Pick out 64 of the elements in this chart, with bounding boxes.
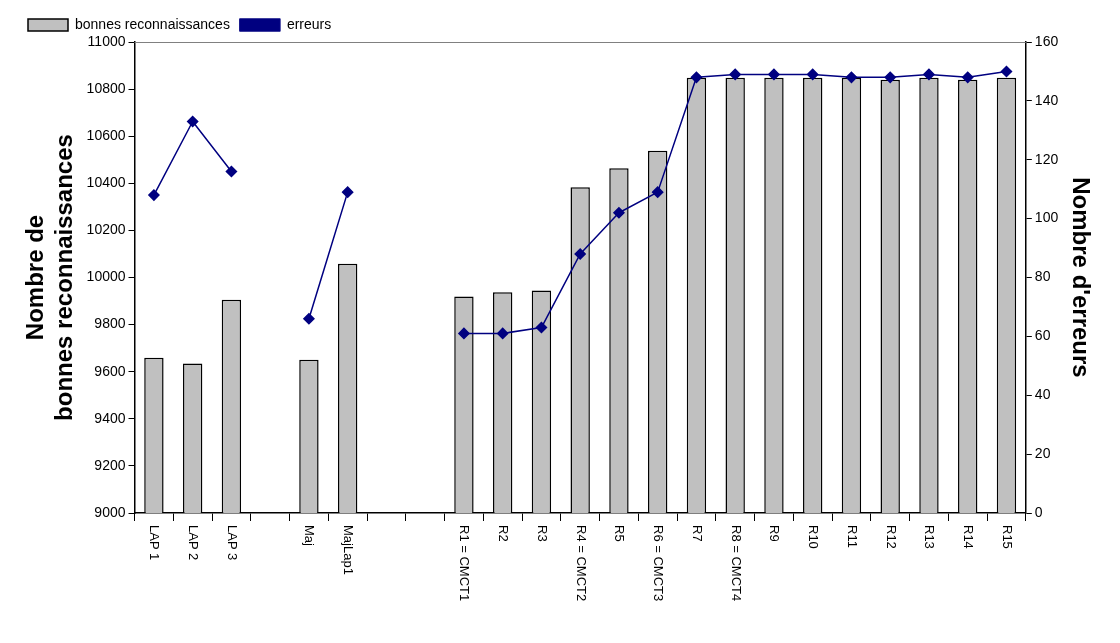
point [690,71,703,84]
y-tick-label: 9600 [94,362,126,379]
y-tick-label: 9400 [94,409,126,426]
point [574,248,586,260]
point [303,312,315,325]
x-tick-label: R8 = CMCT4 [728,525,744,602]
x-tick-label: R4 = CMCT2 [573,525,589,602]
x-tick-label: R3 [534,525,550,542]
y2-tick-label: 40 [1034,386,1051,403]
point [1000,65,1013,78]
point [729,68,741,81]
point [341,186,354,198]
x-tick-label: R13 [922,525,938,549]
legend-label: erreurs [286,15,332,32]
legend-label: bonnes reconnaissances [75,15,230,32]
y-tick-label: 10800 [86,79,126,96]
x-tick-label: Maj [302,525,318,547]
y-tick-label: 10600 [86,127,126,144]
point [148,189,160,201]
x-tick-label: MajLap1 [341,525,357,575]
x-tick-label: R10 [806,525,822,549]
y2-axis-title: Nombre d'erreurs [1067,177,1095,378]
point [535,321,548,334]
y-tick-label: 10400 [86,174,126,191]
y2-tick-label: 20 [1034,444,1051,461]
x-tick-label: R15 [999,525,1015,549]
y2-tick-label: 0 [1034,503,1043,520]
y2-tick-label: 120 [1034,150,1059,167]
x-tick-label: R11 [844,525,860,548]
point [613,206,625,219]
x-tick-label: LAP 3 [224,525,240,561]
point [496,327,509,340]
y2-tick-label: 80 [1034,268,1051,285]
x-tick-label: LAP 2 [186,525,202,561]
point [225,165,238,178]
y-tick-label: 9000 [94,503,126,520]
point [845,71,858,84]
x-tick-label: R1 = CMCT1 [457,525,473,602]
x-tick-label: LAP 1 [147,525,163,561]
y-tick-label: 9800 [94,315,126,332]
point [923,68,935,81]
y2-tick-label: 100 [1034,209,1059,226]
y-tick-label: 10000 [86,268,126,285]
x-tick-label: R9 [767,525,783,542]
point [806,68,819,81]
x-tick-label: R14 [961,525,977,549]
y-tick-label: 10200 [86,221,126,238]
y-axis-title: Nombre de bonnes reconnaissances [21,134,77,421]
point [961,71,974,84]
point [651,186,664,198]
x-tick-label: R12 [883,525,899,549]
x-tick-label: R2 [496,525,512,542]
point [186,115,199,128]
x-tick-label: R6 = CMCT3 [651,525,667,602]
y2-tick-label: 60 [1034,327,1051,344]
x-tick-label: R5 [612,525,628,542]
y2-tick-label: 140 [1034,91,1059,108]
y2-tick-label: 160 [1034,32,1059,49]
y-tick-label: 11000 [87,32,126,49]
point [884,71,896,84]
x-tick-label: R7 [689,525,705,542]
point [458,327,470,340]
y-tick-label: 9200 [94,456,126,473]
point [768,68,780,81]
